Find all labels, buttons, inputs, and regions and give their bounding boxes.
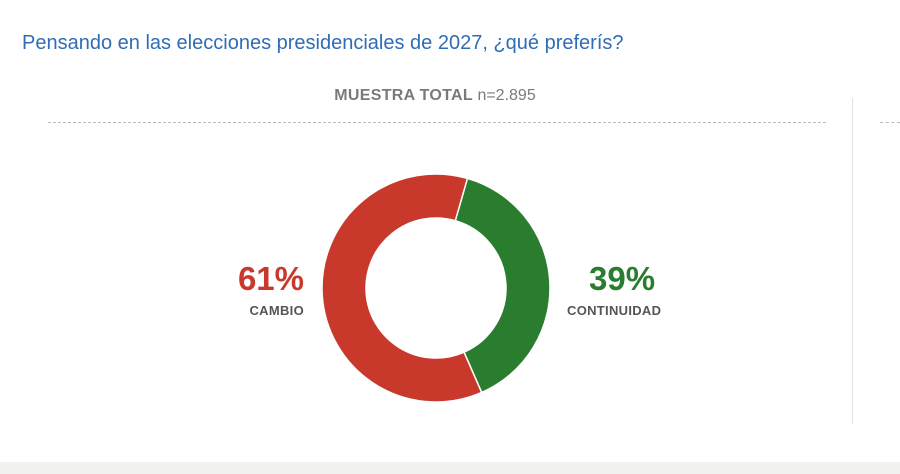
donut-slice-continuidad — [454, 177, 551, 394]
question-title: Pensando en las elecciones presidenciale… — [22, 32, 624, 54]
donut-slice-cambio — [321, 173, 483, 403]
value-label-continuidad: 39% — [589, 260, 656, 297]
sample-label: MUESTRA TOTAL — [334, 87, 473, 104]
next-panel-divider — [880, 122, 900, 123]
sample-size: n=2.895 — [477, 87, 536, 104]
category-label-continuidad: CONTINUIDAD — [567, 303, 662, 318]
panel-separator — [852, 98, 853, 424]
category-label-cambio: CAMBIO — [249, 303, 304, 318]
sample-header: MUESTRA TOTAL n=2.895 — [0, 87, 870, 105]
value-label-cambio: 61% — [237, 260, 304, 297]
section-divider — [48, 122, 826, 123]
chart-card: Pensando en las elecciones presidenciale… — [0, 0, 900, 462]
donut-chart — [321, 173, 551, 403]
